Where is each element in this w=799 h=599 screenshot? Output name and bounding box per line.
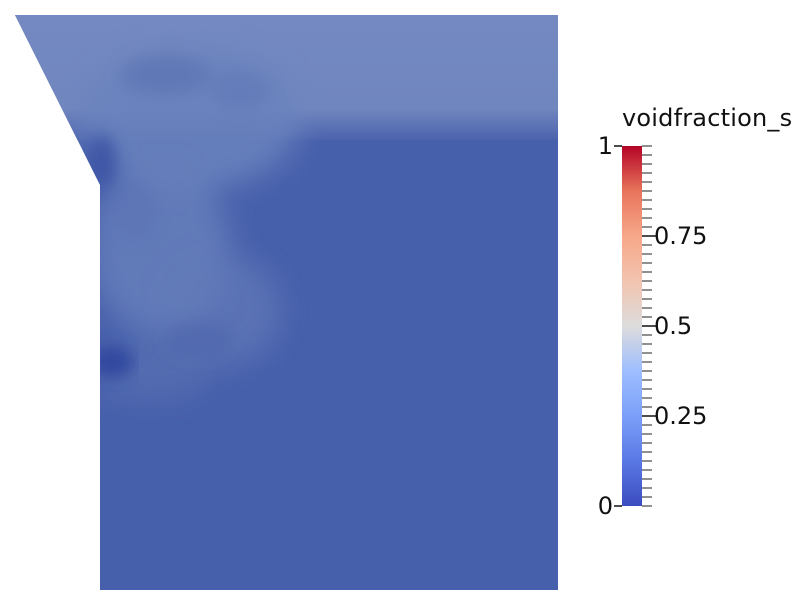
field-dark-spots	[88, 134, 134, 378]
colorbar-tick-labels: 0 0.25 0.5 0.75 1	[598, 132, 708, 520]
field-plume-detail	[115, 55, 270, 358]
colorbar-title: voidfraction_s	[622, 104, 793, 132]
colorbar-tick-label: 0.25	[654, 402, 707, 430]
colorbar-gradient	[622, 146, 642, 506]
colorbar: 0 0.25 0.5 0.75 1	[598, 132, 708, 520]
colorbar-tick-label: 0	[598, 492, 613, 520]
colorbar-tick-label: 0.5	[654, 312, 692, 340]
colorbar-minor-ticks	[642, 145, 652, 507]
colorbar-major-ticks	[614, 145, 656, 507]
colorbar-tick-label: 1	[598, 132, 613, 160]
colorbar-tick-label: 0.75	[654, 222, 707, 250]
